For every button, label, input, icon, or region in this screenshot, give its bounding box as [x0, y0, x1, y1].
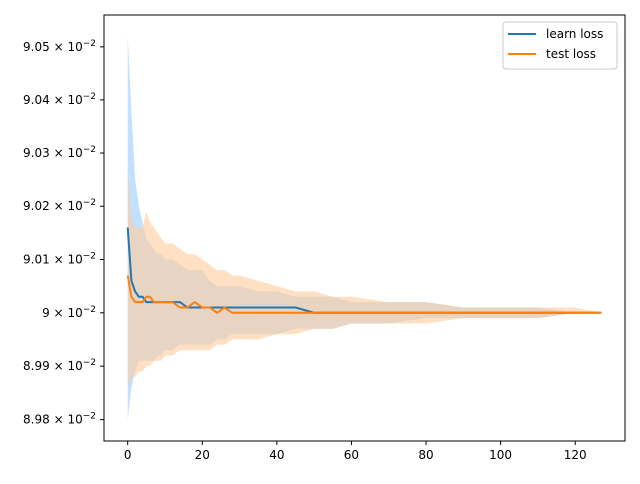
- x-tick-label: 120: [564, 448, 587, 462]
- y-tick-label: 9.04 × 10−2: [23, 92, 96, 107]
- x-tick-label: 0: [124, 448, 132, 462]
- y-tick-label: 9 × 10−2: [42, 305, 96, 320]
- plot-frame: [103, 14, 626, 442]
- y-axis-ticks: 8.98 × 10−2 8.99 × 10−2 9 × 10−2 9.01 × 10−…: [23, 39, 104, 427]
- y-tick-label: 9.05 × 10−2: [23, 39, 96, 54]
- x-axis-ticks: 0 20 40 60 80 100 120: [124, 441, 587, 462]
- band-test-loss: [127, 169, 602, 388]
- y-tick-label: 9.02 × 10−2: [23, 198, 96, 213]
- y-tick-label: 9.01 × 10−2: [23, 251, 96, 266]
- x-tick-label: 80: [418, 448, 433, 462]
- legend-label-learn-loss: learn loss: [546, 27, 603, 41]
- x-tick-label: 100: [489, 448, 512, 462]
- x-tick-label: 40: [269, 448, 284, 462]
- confidence-bands: [127, 36, 602, 420]
- y-tick-label: 8.98 × 10−2: [23, 412, 96, 427]
- y-tick-label: 8.99 × 10−2: [23, 358, 96, 373]
- x-tick-label: 60: [344, 448, 359, 462]
- y-tick-label: 9.03 × 10−2: [23, 145, 96, 160]
- x-tick-label: 20: [195, 448, 210, 462]
- series-lines: [126, 227, 602, 314]
- legend-label-test-loss: test loss: [546, 47, 596, 61]
- line-test-loss: [126, 275, 602, 314]
- legend: learn loss test loss: [502, 21, 618, 70]
